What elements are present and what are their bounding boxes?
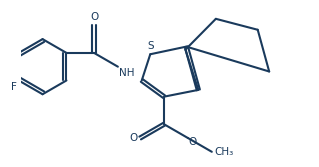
Text: S: S [147, 41, 153, 51]
Text: CH₃: CH₃ [214, 147, 233, 157]
Text: F: F [11, 82, 17, 92]
Text: NH: NH [119, 68, 134, 78]
Text: O: O [189, 137, 197, 147]
Text: O: O [130, 133, 138, 143]
Text: O: O [90, 12, 98, 22]
